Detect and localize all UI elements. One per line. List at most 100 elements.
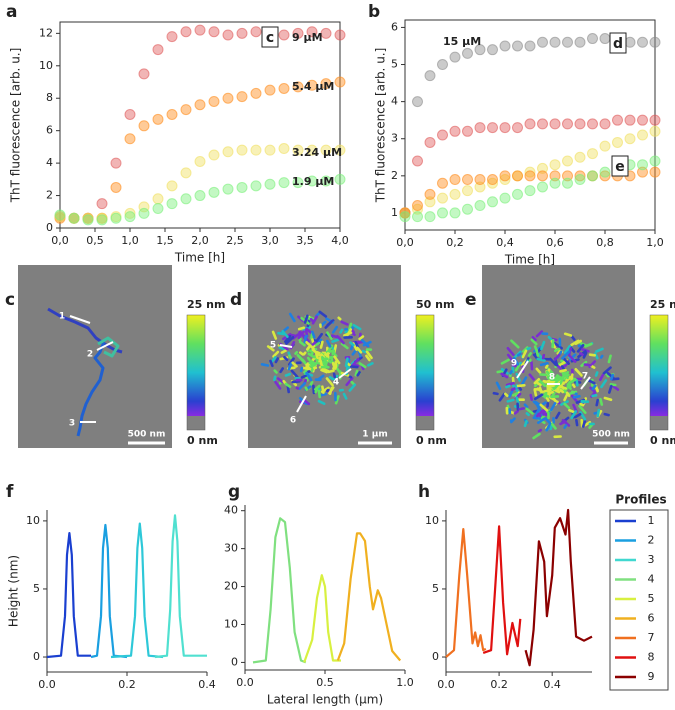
data-point [574, 170, 586, 182]
fibril [506, 353, 514, 362]
data-point [487, 196, 498, 208]
fibril [604, 372, 610, 378]
data-point [152, 44, 164, 56]
fibril [530, 338, 538, 346]
data-point [166, 108, 178, 120]
y-tick-label: 4 [46, 156, 53, 169]
data-point [562, 170, 573, 182]
fibril [532, 432, 541, 440]
data-point [110, 212, 122, 224]
fibril [318, 310, 328, 318]
data-point [637, 114, 648, 126]
y-tick-label: 6 [391, 20, 398, 33]
fibril [576, 344, 585, 353]
fibril [539, 362, 549, 367]
data-point [537, 170, 548, 182]
data-point [424, 188, 436, 200]
x-tick-label: 1,0 [121, 234, 139, 247]
fibril [348, 383, 357, 392]
data-point [264, 144, 276, 156]
profile-number: 1 [59, 312, 65, 322]
fibril [520, 376, 528, 386]
data-point [537, 162, 548, 174]
fibril [584, 420, 592, 427]
label-box [609, 32, 627, 54]
fibril [307, 352, 316, 359]
data-point [236, 181, 248, 193]
fibril [299, 366, 304, 373]
y-tick-label: 10 [425, 514, 439, 527]
fibril [544, 364, 549, 369]
profile-number: 6 [290, 416, 296, 426]
fibril [288, 354, 292, 359]
fibril [340, 320, 349, 326]
fibril [570, 390, 576, 394]
scale-bar-label: 500 nm [128, 430, 166, 440]
y-tick-label: 2 [46, 189, 53, 202]
fibril [295, 386, 300, 390]
fibril [612, 385, 620, 391]
fibril [284, 372, 292, 377]
data-point [194, 24, 206, 36]
fibril [607, 354, 612, 364]
x-tick-label: 1,5 [156, 234, 174, 247]
fibril [566, 381, 571, 389]
fibril [516, 384, 526, 388]
data-point [624, 133, 636, 145]
fibril [610, 373, 615, 381]
profile-marker [338, 368, 352, 379]
data-point [110, 181, 122, 193]
y-tick-label: 10 [26, 514, 40, 527]
fibril [540, 340, 546, 351]
fibril [294, 351, 299, 355]
fibril [599, 397, 604, 406]
fibril [326, 331, 333, 340]
fibril [609, 383, 617, 387]
data-point [124, 211, 136, 223]
data-point [599, 118, 611, 130]
data-point [278, 143, 290, 155]
y-tick-label: 10 [224, 617, 238, 630]
fibril [539, 403, 549, 412]
fibril [339, 328, 344, 334]
fibril [563, 332, 573, 337]
fibril [516, 352, 522, 357]
data-point [222, 183, 234, 195]
profile-line [445, 528, 487, 658]
fibril [527, 352, 532, 357]
fibril [559, 376, 565, 385]
fibril [349, 365, 359, 369]
data-point [512, 188, 523, 200]
fibril [310, 351, 314, 356]
fibril [573, 392, 578, 396]
fibril [288, 312, 296, 323]
fibril [595, 347, 604, 353]
data-point [166, 31, 178, 43]
fibril [348, 375, 353, 379]
data-point [449, 125, 461, 137]
fibril [284, 382, 292, 388]
fibril [575, 419, 579, 427]
data-point [512, 40, 523, 52]
data-point [574, 118, 586, 130]
fibril [567, 353, 577, 363]
fibril [506, 398, 515, 403]
fibril [310, 360, 316, 365]
fibril [320, 368, 328, 374]
fibril [365, 354, 371, 362]
data-point [138, 207, 150, 219]
data-point [474, 181, 486, 193]
label-box [611, 155, 629, 177]
fibril [332, 372, 337, 379]
fibril [349, 341, 355, 347]
data-point [306, 144, 318, 156]
data-point [208, 95, 220, 107]
fibril [326, 339, 332, 348]
fibril [280, 348, 288, 354]
data-point [138, 120, 150, 132]
fibril [571, 383, 576, 388]
fibril [328, 386, 334, 395]
fibril [324, 352, 328, 356]
x-tick-label: 2,5 [226, 234, 244, 247]
data-point [499, 192, 511, 204]
